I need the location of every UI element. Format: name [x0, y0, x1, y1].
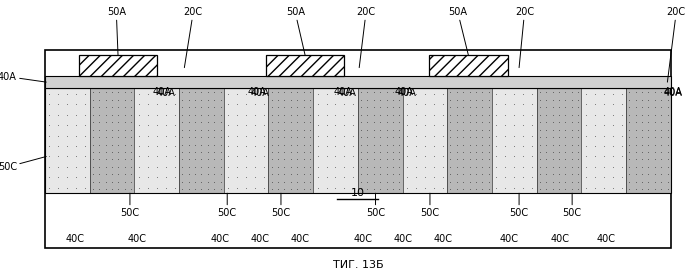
Text: 50C: 50C — [563, 193, 581, 217]
Bar — [89, 88, 134, 193]
Bar — [537, 88, 581, 193]
Text: 40C: 40C — [251, 234, 269, 244]
Text: 40A: 40A — [394, 87, 413, 97]
Bar — [358, 88, 403, 193]
Text: 50A: 50A — [285, 7, 305, 55]
Text: 50C: 50C — [120, 193, 140, 217]
Bar — [266, 55, 344, 76]
Text: 40A: 40A — [251, 88, 269, 98]
Text: 40A: 40A — [248, 87, 267, 97]
Bar — [45, 88, 671, 193]
Text: 40A: 40A — [152, 87, 171, 97]
Text: 20C: 20C — [184, 7, 202, 68]
Bar — [45, 88, 89, 193]
Bar — [224, 88, 269, 193]
Bar — [45, 76, 671, 88]
Text: 50C: 50C — [510, 193, 528, 217]
Bar — [429, 55, 507, 76]
Text: 50A: 50A — [448, 7, 468, 55]
Text: 50C: 50C — [272, 193, 290, 217]
Text: 40A: 40A — [663, 88, 682, 98]
Text: 40A: 40A — [0, 71, 46, 82]
Text: 50A: 50A — [107, 7, 126, 55]
Text: 40C: 40C — [434, 234, 453, 244]
Text: 40A: 40A — [156, 88, 175, 98]
Text: 40A: 40A — [663, 87, 682, 97]
Text: 10: 10 — [351, 188, 365, 198]
Text: 40C: 40C — [597, 234, 616, 244]
Bar — [626, 88, 671, 193]
Bar — [269, 88, 313, 193]
Text: 50C: 50C — [218, 193, 237, 217]
Bar — [45, 50, 671, 248]
Text: 40C: 40C — [290, 234, 309, 244]
Bar — [179, 88, 224, 193]
Bar — [134, 88, 179, 193]
Text: 20C: 20C — [667, 7, 686, 82]
Bar — [403, 88, 447, 193]
Text: 40C: 40C — [394, 234, 413, 244]
Bar — [313, 88, 358, 193]
Text: 50C: 50C — [420, 193, 440, 217]
Text: 40C: 40C — [500, 234, 519, 244]
Bar — [581, 88, 626, 193]
Text: 40A: 40A — [397, 88, 416, 98]
Text: 40A: 40A — [334, 87, 352, 97]
Bar — [447, 88, 492, 193]
Text: ΤИГ. 13Б: ΤИГ. 13Б — [332, 260, 383, 270]
Text: 50C: 50C — [366, 193, 385, 217]
Bar — [492, 88, 537, 193]
Text: 40C: 40C — [210, 234, 229, 244]
Text: 40C: 40C — [66, 234, 85, 244]
Text: 40C: 40C — [551, 234, 570, 244]
Bar — [79, 55, 157, 76]
Text: 40C: 40C — [127, 234, 147, 244]
Text: 20C: 20C — [515, 7, 534, 68]
Text: 20C: 20C — [357, 7, 376, 68]
Text: 50C: 50C — [0, 156, 46, 172]
Text: 40A: 40A — [338, 88, 357, 98]
Text: 40C: 40C — [353, 234, 372, 244]
